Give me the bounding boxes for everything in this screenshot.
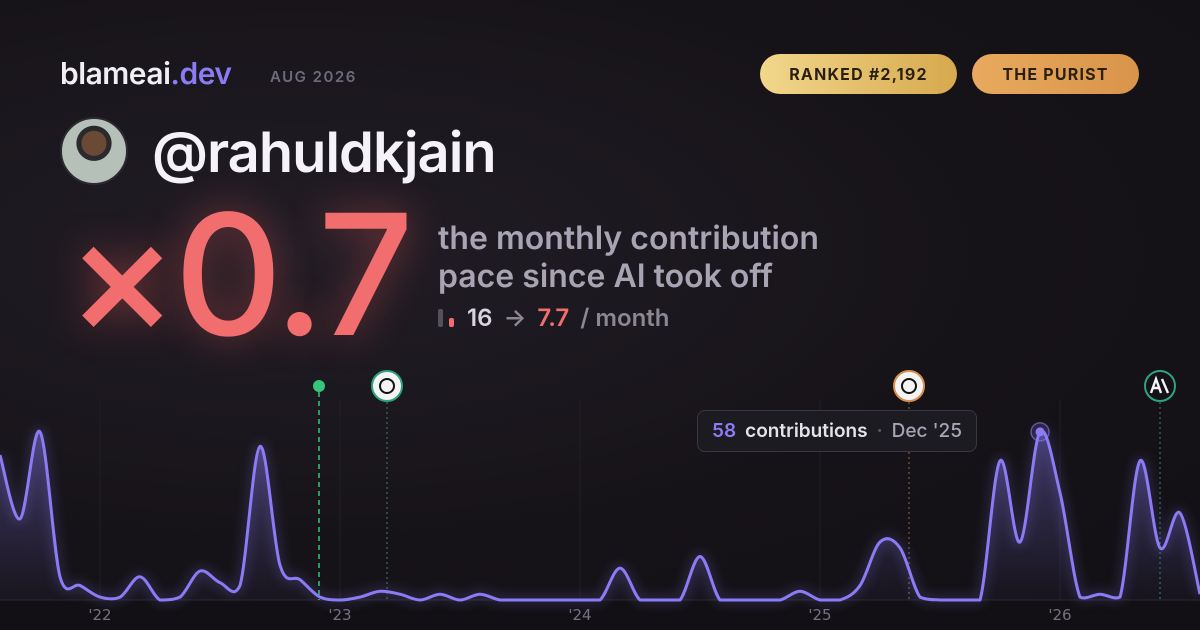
period: AUG 2026 — [270, 67, 357, 86]
openai-glyph — [901, 378, 917, 394]
x-tick-label: '25 — [808, 606, 831, 624]
tooltip: 58 contributions · Dec '25 — [697, 410, 977, 452]
x-tick-label: '26 — [1048, 606, 1071, 624]
tooltip-date: Dec '25 — [891, 419, 962, 442]
caption: the monthly contribution — [438, 218, 819, 257]
rank-badge: RANKED #2,192 — [760, 54, 957, 94]
x-tick-label: '24 — [568, 606, 591, 624]
pace-icon — [438, 308, 456, 327]
anthropic-glyph — [1149, 375, 1170, 394]
brand-tld: .dev — [170, 56, 232, 92]
multiplier: ×0.7 — [66, 172, 414, 376]
handle: @rahuldkjain — [152, 118, 497, 186]
line — [0, 429, 1200, 602]
x-tick-label: '23 — [328, 606, 351, 624]
openai-icon — [893, 370, 925, 402]
openai-glyph — [379, 378, 395, 394]
anthropic-icon — [1144, 370, 1176, 402]
unit: / month — [580, 303, 670, 332]
pace: 16 → 7.7 / month — [438, 303, 669, 332]
caption: pace since AI took off — [438, 256, 773, 295]
tooltip-label: contributions — [745, 419, 868, 442]
avatar — [60, 117, 128, 185]
arrow: → — [503, 303, 527, 332]
x-tick-label: '22 — [88, 606, 111, 624]
brand-name: blameai — [60, 56, 171, 92]
area-fill — [0, 430, 1200, 600]
tooltip-value: 58 — [712, 419, 737, 442]
persona-badge: THE PURIST — [972, 54, 1139, 94]
hover-dot — [1035, 427, 1045, 437]
tooltip-separator: · — [876, 419, 883, 442]
axis-strip — [0, 600, 1200, 630]
before-value: 16 — [467, 303, 493, 332]
after-value: 7.7 — [537, 303, 570, 332]
openai-icon — [371, 370, 403, 402]
brand: blameai.dev — [60, 56, 232, 92]
event-dot — [313, 380, 325, 392]
